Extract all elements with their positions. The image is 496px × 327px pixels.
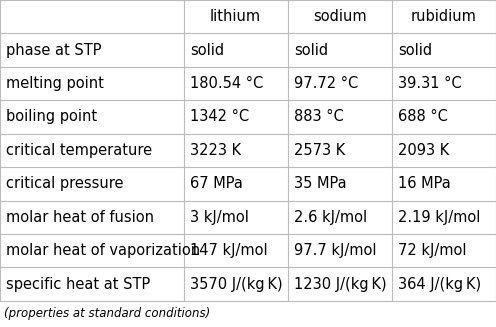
Text: (properties at standard conditions): (properties at standard conditions)	[4, 307, 210, 320]
Text: molar heat of vaporization: molar heat of vaporization	[6, 243, 200, 258]
Text: specific heat at STP: specific heat at STP	[6, 277, 151, 292]
Text: 2093 K: 2093 K	[398, 143, 449, 158]
Text: 1230 J/(kg K): 1230 J/(kg K)	[294, 277, 387, 292]
Text: solid: solid	[190, 43, 224, 58]
Text: molar heat of fusion: molar heat of fusion	[6, 210, 154, 225]
Text: 180.54 °C: 180.54 °C	[190, 76, 263, 91]
Text: 147 kJ/mol: 147 kJ/mol	[190, 243, 268, 258]
Text: solid: solid	[398, 43, 433, 58]
Text: 67 MPa: 67 MPa	[190, 176, 243, 191]
Text: 16 MPa: 16 MPa	[398, 176, 451, 191]
Text: 2573 K: 2573 K	[294, 143, 345, 158]
Text: 39.31 °C: 39.31 °C	[398, 76, 462, 91]
Text: 3223 K: 3223 K	[190, 143, 241, 158]
Text: 2.6 kJ/mol: 2.6 kJ/mol	[294, 210, 367, 225]
Text: 1342 °C: 1342 °C	[190, 110, 249, 125]
Text: 97.72 °C: 97.72 °C	[294, 76, 359, 91]
Text: sodium: sodium	[313, 9, 367, 24]
Text: 688 °C: 688 °C	[398, 110, 448, 125]
Text: 3570 J/(kg K): 3570 J/(kg K)	[190, 277, 283, 292]
Text: 883 °C: 883 °C	[294, 110, 344, 125]
Text: melting point: melting point	[6, 76, 104, 91]
Text: critical pressure: critical pressure	[6, 176, 124, 191]
Text: 2.19 kJ/mol: 2.19 kJ/mol	[398, 210, 481, 225]
Text: 72 kJ/mol: 72 kJ/mol	[398, 243, 467, 258]
Text: solid: solid	[294, 43, 328, 58]
Text: 97.7 kJ/mol: 97.7 kJ/mol	[294, 243, 376, 258]
Text: boiling point: boiling point	[6, 110, 98, 125]
Text: 364 J/(kg K): 364 J/(kg K)	[398, 277, 482, 292]
Text: critical temperature: critical temperature	[6, 143, 153, 158]
Text: 3 kJ/mol: 3 kJ/mol	[190, 210, 249, 225]
Text: lithium: lithium	[210, 9, 261, 24]
Text: phase at STP: phase at STP	[6, 43, 102, 58]
Text: 35 MPa: 35 MPa	[294, 176, 347, 191]
Text: rubidium: rubidium	[411, 9, 477, 24]
